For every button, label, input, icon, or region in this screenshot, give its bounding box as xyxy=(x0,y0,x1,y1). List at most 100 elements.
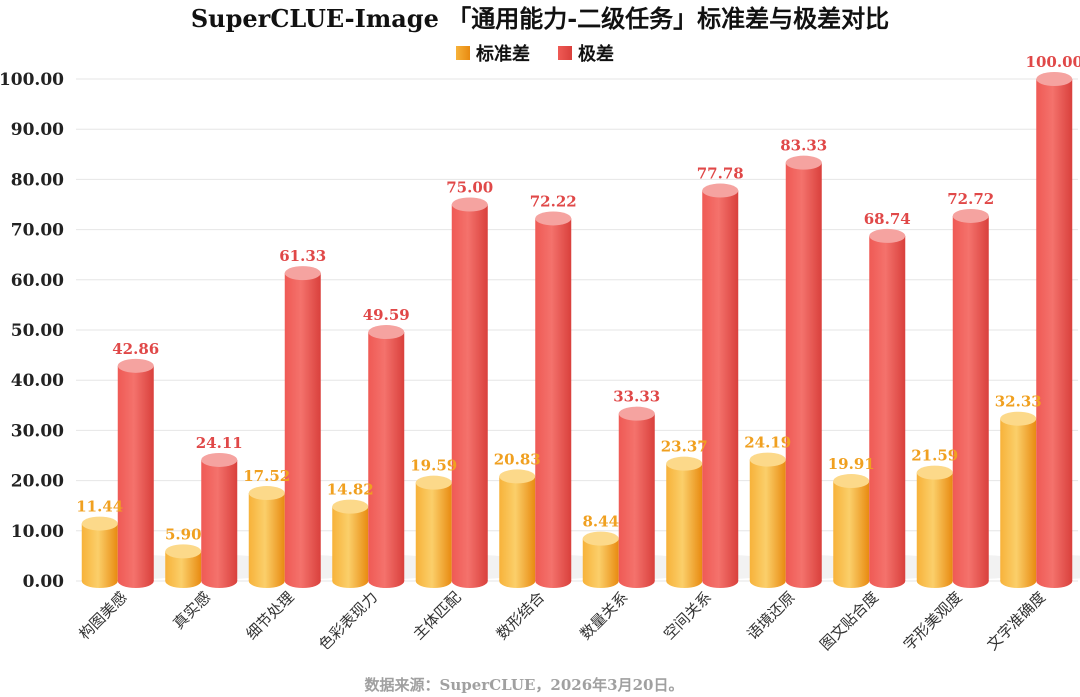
data-label-std: 19.91 xyxy=(828,455,875,473)
x-tick-label: 图文贴合度 xyxy=(816,588,882,654)
bar-base xyxy=(702,574,739,588)
data-label-range: 72.72 xyxy=(947,190,994,208)
source-note: 数据来源：SuperCLUE，2026年3月20日。 xyxy=(365,676,684,694)
bar-base xyxy=(582,574,619,588)
x-tick-label: 细节处理 xyxy=(242,588,297,643)
data-label-range: 61.33 xyxy=(279,247,326,265)
bar-cap xyxy=(451,197,488,212)
bar-base xyxy=(165,574,202,588)
y-tick-label: 40.00 xyxy=(11,371,64,391)
data-label-range: 68.74 xyxy=(864,210,911,228)
bar-range xyxy=(535,218,572,581)
bar-base xyxy=(451,574,488,588)
bar-base xyxy=(869,574,906,588)
x-tick-label: 数量关系 xyxy=(576,588,631,643)
bar-cap xyxy=(415,475,452,490)
data-label-range: 72.22 xyxy=(530,192,577,210)
bar-base xyxy=(952,574,989,588)
x-tick-label: 构图美感 xyxy=(75,588,130,643)
bar-cap xyxy=(1036,72,1073,86)
bar-base xyxy=(618,574,655,588)
bar-base xyxy=(284,574,321,588)
bar-base xyxy=(785,574,822,588)
bar-range xyxy=(284,273,321,581)
x-tick-label: 真实感 xyxy=(170,588,215,633)
bar-range xyxy=(368,332,405,581)
bar-range xyxy=(201,459,238,581)
y-axis-ticks: 0.00 10.00 20.00 30.00 40.00 50.00 60.00 70.00 8… xyxy=(0,70,64,592)
legend-label-range: 极差 xyxy=(578,43,614,65)
x-tick-label: 数形结合 xyxy=(493,588,548,643)
bar-base xyxy=(81,574,118,588)
y-tick-label: 20.00 xyxy=(11,472,64,492)
bar-cap xyxy=(284,266,321,281)
bar-base xyxy=(749,574,786,588)
bar-std xyxy=(916,472,953,581)
bar-std xyxy=(666,463,703,581)
y-tick-label: 10.00 xyxy=(11,522,64,542)
bar-cap xyxy=(332,499,369,514)
legend-label-std: 标准差 xyxy=(475,43,530,65)
bar-base xyxy=(666,574,703,588)
bar-base xyxy=(499,574,536,588)
bar-cap xyxy=(952,208,989,223)
x-tick-label: 语境还原 xyxy=(743,588,798,643)
bar-std xyxy=(1000,418,1037,581)
x-axis-categories: 构图美感 真实感 细节处理 色彩表现力 主体匹配 数形结合 数量关系 空间关系 语境还原 图文贴合… xyxy=(75,588,1049,654)
x-tick-label: 文字准确度 xyxy=(983,588,1049,654)
bar-std xyxy=(582,538,619,581)
bars xyxy=(81,72,1073,588)
x-tick-label: 空间关系 xyxy=(660,588,715,643)
bar-cap xyxy=(785,155,822,170)
y-tick-label: 60.00 xyxy=(11,271,64,291)
data-label-std: 11.44 xyxy=(76,498,123,516)
y-tick-label: 80.00 xyxy=(11,170,64,190)
bar-cap xyxy=(535,211,572,226)
bar-cap xyxy=(248,486,285,501)
bar-cap xyxy=(499,469,536,484)
bar-base xyxy=(368,574,405,588)
bar-cap xyxy=(81,516,118,531)
bar-range xyxy=(451,204,488,581)
bar-range xyxy=(1036,79,1073,581)
bar-base xyxy=(415,574,452,588)
bar-cap xyxy=(869,228,906,243)
y-tick-label: 50.00 xyxy=(11,321,64,341)
bar-range xyxy=(618,413,655,581)
bar-base xyxy=(201,574,238,588)
bar-std xyxy=(248,493,285,581)
x-tick-label: 字形美观度 xyxy=(900,588,966,654)
bar-cap xyxy=(749,452,786,467)
data-label-range: 75.00 xyxy=(446,179,493,197)
bar-cap xyxy=(582,531,619,546)
data-label-std: 17.52 xyxy=(243,467,290,485)
bar-range xyxy=(869,235,906,581)
bar-std xyxy=(833,481,870,581)
x-tick-label: 色彩表现力 xyxy=(315,588,381,654)
bar-base xyxy=(1000,574,1037,588)
data-label-range: 33.33 xyxy=(613,388,660,406)
bar-std xyxy=(499,476,536,581)
bar-cap xyxy=(916,465,953,480)
bar-base xyxy=(916,574,953,588)
y-tick-label: 0.00 xyxy=(23,572,65,592)
data-label-std: 14.82 xyxy=(327,481,374,499)
legend-swatch-std xyxy=(456,46,470,60)
bar-base xyxy=(332,574,369,588)
data-label-std: 19.59 xyxy=(410,457,457,475)
bar-cap xyxy=(833,474,870,489)
bar-std xyxy=(81,523,118,581)
data-label-std: 20.83 xyxy=(494,450,541,468)
bar-base xyxy=(248,574,285,588)
bar-cap xyxy=(165,544,202,559)
bar-std xyxy=(415,482,452,581)
bar-range xyxy=(117,365,154,581)
bar-cap xyxy=(201,452,238,467)
bar-cap xyxy=(666,456,703,471)
data-label-std: 8.44 xyxy=(582,513,619,531)
y-tick-label: 30.00 xyxy=(11,421,64,441)
bar-range xyxy=(952,215,989,581)
x-tick-label: 主体匹配 xyxy=(409,588,464,643)
chart-title: SuperCLUE-Image 「通用能力-二级任务」标准差与极差对比 xyxy=(191,4,889,33)
